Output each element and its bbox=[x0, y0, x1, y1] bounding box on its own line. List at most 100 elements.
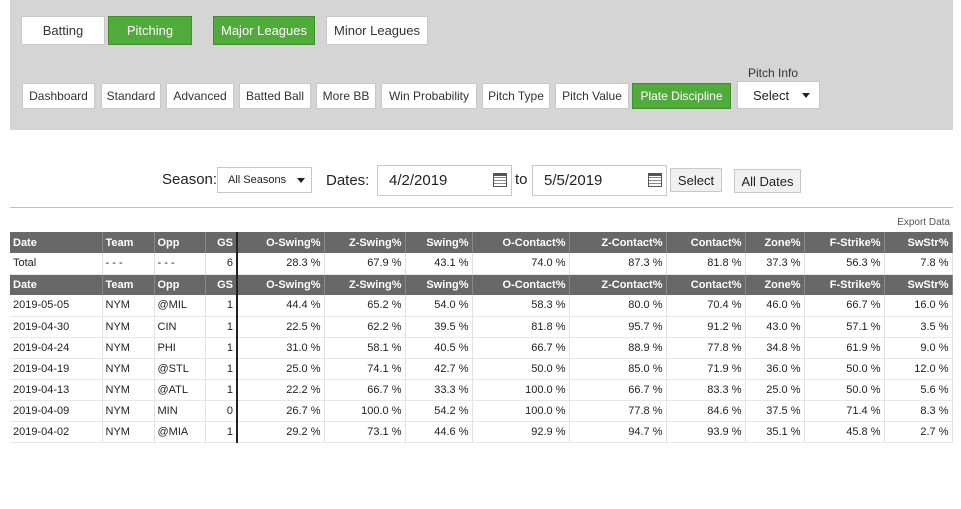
tab-pitch-value[interactable]: Pitch Value bbox=[555, 83, 629, 109]
table-cell: 71.4 % bbox=[804, 400, 885, 422]
season-select[interactable]: All Seasons bbox=[217, 167, 312, 193]
column-header[interactable]: O-Swing% bbox=[237, 274, 325, 295]
table-cell: 92.9 % bbox=[472, 421, 570, 443]
column-header[interactable]: Date bbox=[10, 274, 103, 295]
tab-pitching[interactable]: Pitching bbox=[108, 16, 192, 45]
tab-win-probability[interactable]: Win Probability bbox=[381, 83, 477, 109]
column-header[interactable]: Contact% bbox=[666, 274, 746, 295]
column-header[interactable]: Team bbox=[102, 232, 155, 253]
table-cell: 12.0 % bbox=[884, 358, 953, 380]
column-header[interactable]: Opp bbox=[154, 274, 206, 295]
table-row: 2019-05-05 NYM @MIL 1 44.4 % 65.2 % 54.0 % 58.3… bbox=[10, 295, 953, 317]
column-header[interactable]: O-Contact% bbox=[472, 232, 570, 253]
table-cell: NYM bbox=[102, 337, 155, 359]
table-cell: 2019-04-13 bbox=[10, 379, 103, 401]
table-cell: 2019-04-09 bbox=[10, 400, 103, 422]
export-data-link[interactable]: Export Data bbox=[897, 217, 950, 228]
tab-major-leagues[interactable]: Major Leagues bbox=[213, 16, 315, 45]
column-header[interactable]: Date bbox=[10, 232, 103, 253]
pitch-info-select[interactable]: Select bbox=[737, 81, 820, 109]
column-header[interactable]: F-Strike% bbox=[804, 274, 885, 295]
table-cell: @ATL bbox=[154, 379, 206, 401]
table-cell: NYM bbox=[102, 316, 155, 338]
table-cell: 45.8 % bbox=[804, 421, 885, 443]
column-header[interactable]: Team bbox=[102, 274, 155, 295]
table-cell: 1 bbox=[205, 358, 238, 380]
tab-advanced[interactable]: Advanced bbox=[166, 83, 234, 109]
calendar-icon[interactable] bbox=[648, 173, 662, 187]
table-cell: 16.0 % bbox=[884, 295, 953, 317]
column-header[interactable]: Contact% bbox=[666, 232, 746, 253]
table-cell: 1 bbox=[205, 379, 238, 401]
table-cell: 2019-04-24 bbox=[10, 337, 103, 359]
table-cell: 1 bbox=[205, 295, 238, 317]
table-cell: 0 bbox=[205, 400, 238, 422]
table-cell: 1 bbox=[205, 337, 238, 359]
table-cell: 100.0 % bbox=[472, 379, 570, 401]
season-select-value: All Seasons bbox=[228, 174, 287, 186]
column-header[interactable]: GS bbox=[205, 274, 238, 295]
table-cell: 80.0 % bbox=[569, 295, 667, 317]
tab-minor-leagues[interactable]: Minor Leagues bbox=[326, 16, 428, 45]
table-cell: 57.1 % bbox=[804, 316, 885, 338]
table-cell: 50.0 % bbox=[804, 358, 885, 380]
table-cell: 1 bbox=[205, 316, 238, 338]
date-to-input[interactable]: 5/5/2019 bbox=[532, 165, 667, 196]
column-header[interactable]: SwStr% bbox=[884, 232, 953, 253]
tab-batting[interactable]: Batting bbox=[21, 16, 105, 45]
column-header[interactable]: F-Strike% bbox=[804, 232, 885, 253]
table-row: 2019-04-13 NYM @ATL 1 22.2 % 66.7 % 33.3 % 100.… bbox=[10, 379, 953, 401]
all-dates-button[interactable]: All Dates bbox=[734, 169, 801, 193]
table-header-row: Date Team Opp GS O-Swing% Z-Swing% Swing% O-Con… bbox=[10, 274, 953, 295]
table-cell: 65.2 % bbox=[324, 295, 406, 317]
column-header[interactable]: SwStr% bbox=[884, 274, 953, 295]
column-header[interactable]: Swing% bbox=[405, 232, 473, 253]
column-header[interactable]: GS bbox=[205, 232, 238, 253]
table-cell: 77.8 % bbox=[569, 400, 667, 422]
column-header[interactable]: O-Swing% bbox=[237, 232, 325, 253]
date-from-value: 4/2/2019 bbox=[389, 172, 448, 189]
pitch-info-select-value: Select bbox=[753, 87, 790, 103]
pitch-info-label: Pitch Info bbox=[748, 66, 799, 80]
table-cell: - - - bbox=[102, 253, 155, 275]
column-header[interactable]: Z-Contact% bbox=[569, 274, 667, 295]
table-cell: 35.1 % bbox=[745, 421, 805, 443]
date-from-input[interactable]: 4/2/2019 bbox=[377, 165, 512, 196]
tab-dashboard[interactable]: Dashboard bbox=[22, 83, 95, 109]
tab-pitch-type[interactable]: Pitch Type bbox=[482, 83, 550, 109]
tab-more-bb[interactable]: More BB bbox=[316, 83, 376, 109]
column-header[interactable]: Opp bbox=[154, 232, 206, 253]
table-cell: 58.3 % bbox=[472, 295, 570, 317]
season-label: Season: bbox=[162, 171, 218, 188]
column-header[interactable]: Zone% bbox=[745, 232, 805, 253]
column-header[interactable]: Swing% bbox=[405, 274, 473, 295]
table-cell: 28.3 % bbox=[237, 253, 325, 275]
table-cell: 84.6 % bbox=[666, 400, 746, 422]
table-cell: 36.0 % bbox=[745, 358, 805, 380]
table-cell: CIN bbox=[154, 316, 206, 338]
table-cell: 54.2 % bbox=[405, 400, 473, 422]
tab-plate-discipline[interactable]: Plate Discipline bbox=[632, 83, 731, 109]
table-cell: 44.6 % bbox=[405, 421, 473, 443]
column-header[interactable]: Zone% bbox=[745, 274, 805, 295]
calendar-icon[interactable] bbox=[493, 173, 507, 187]
column-header[interactable]: Z-Swing% bbox=[324, 274, 406, 295]
table-cell: 74.0 % bbox=[472, 253, 570, 275]
tab-batted-ball[interactable]: Batted Ball bbox=[239, 83, 311, 109]
table-cell: 70.4 % bbox=[666, 295, 746, 317]
table-cell: 62.2 % bbox=[324, 316, 406, 338]
divider bbox=[10, 207, 953, 208]
table-row: 2019-04-09 NYM MIN 0 26.7 % 100.0 % 54.2 % 100.… bbox=[10, 400, 953, 422]
table-cell: 9.0 % bbox=[884, 337, 953, 359]
column-header[interactable]: Z-Swing% bbox=[324, 232, 406, 253]
column-header[interactable]: O-Contact% bbox=[472, 274, 570, 295]
select-dates-button[interactable]: Select bbox=[670, 168, 722, 192]
table-cell: 66.7 % bbox=[804, 295, 885, 317]
table-cell: PHI bbox=[154, 337, 206, 359]
table-cell: 81.8 % bbox=[472, 316, 570, 338]
table-cell: MIN bbox=[154, 400, 206, 422]
table-cell: 54.0 % bbox=[405, 295, 473, 317]
table-cell: 40.5 % bbox=[405, 337, 473, 359]
tab-standard[interactable]: Standard bbox=[101, 83, 161, 109]
column-header[interactable]: Z-Contact% bbox=[569, 232, 667, 253]
